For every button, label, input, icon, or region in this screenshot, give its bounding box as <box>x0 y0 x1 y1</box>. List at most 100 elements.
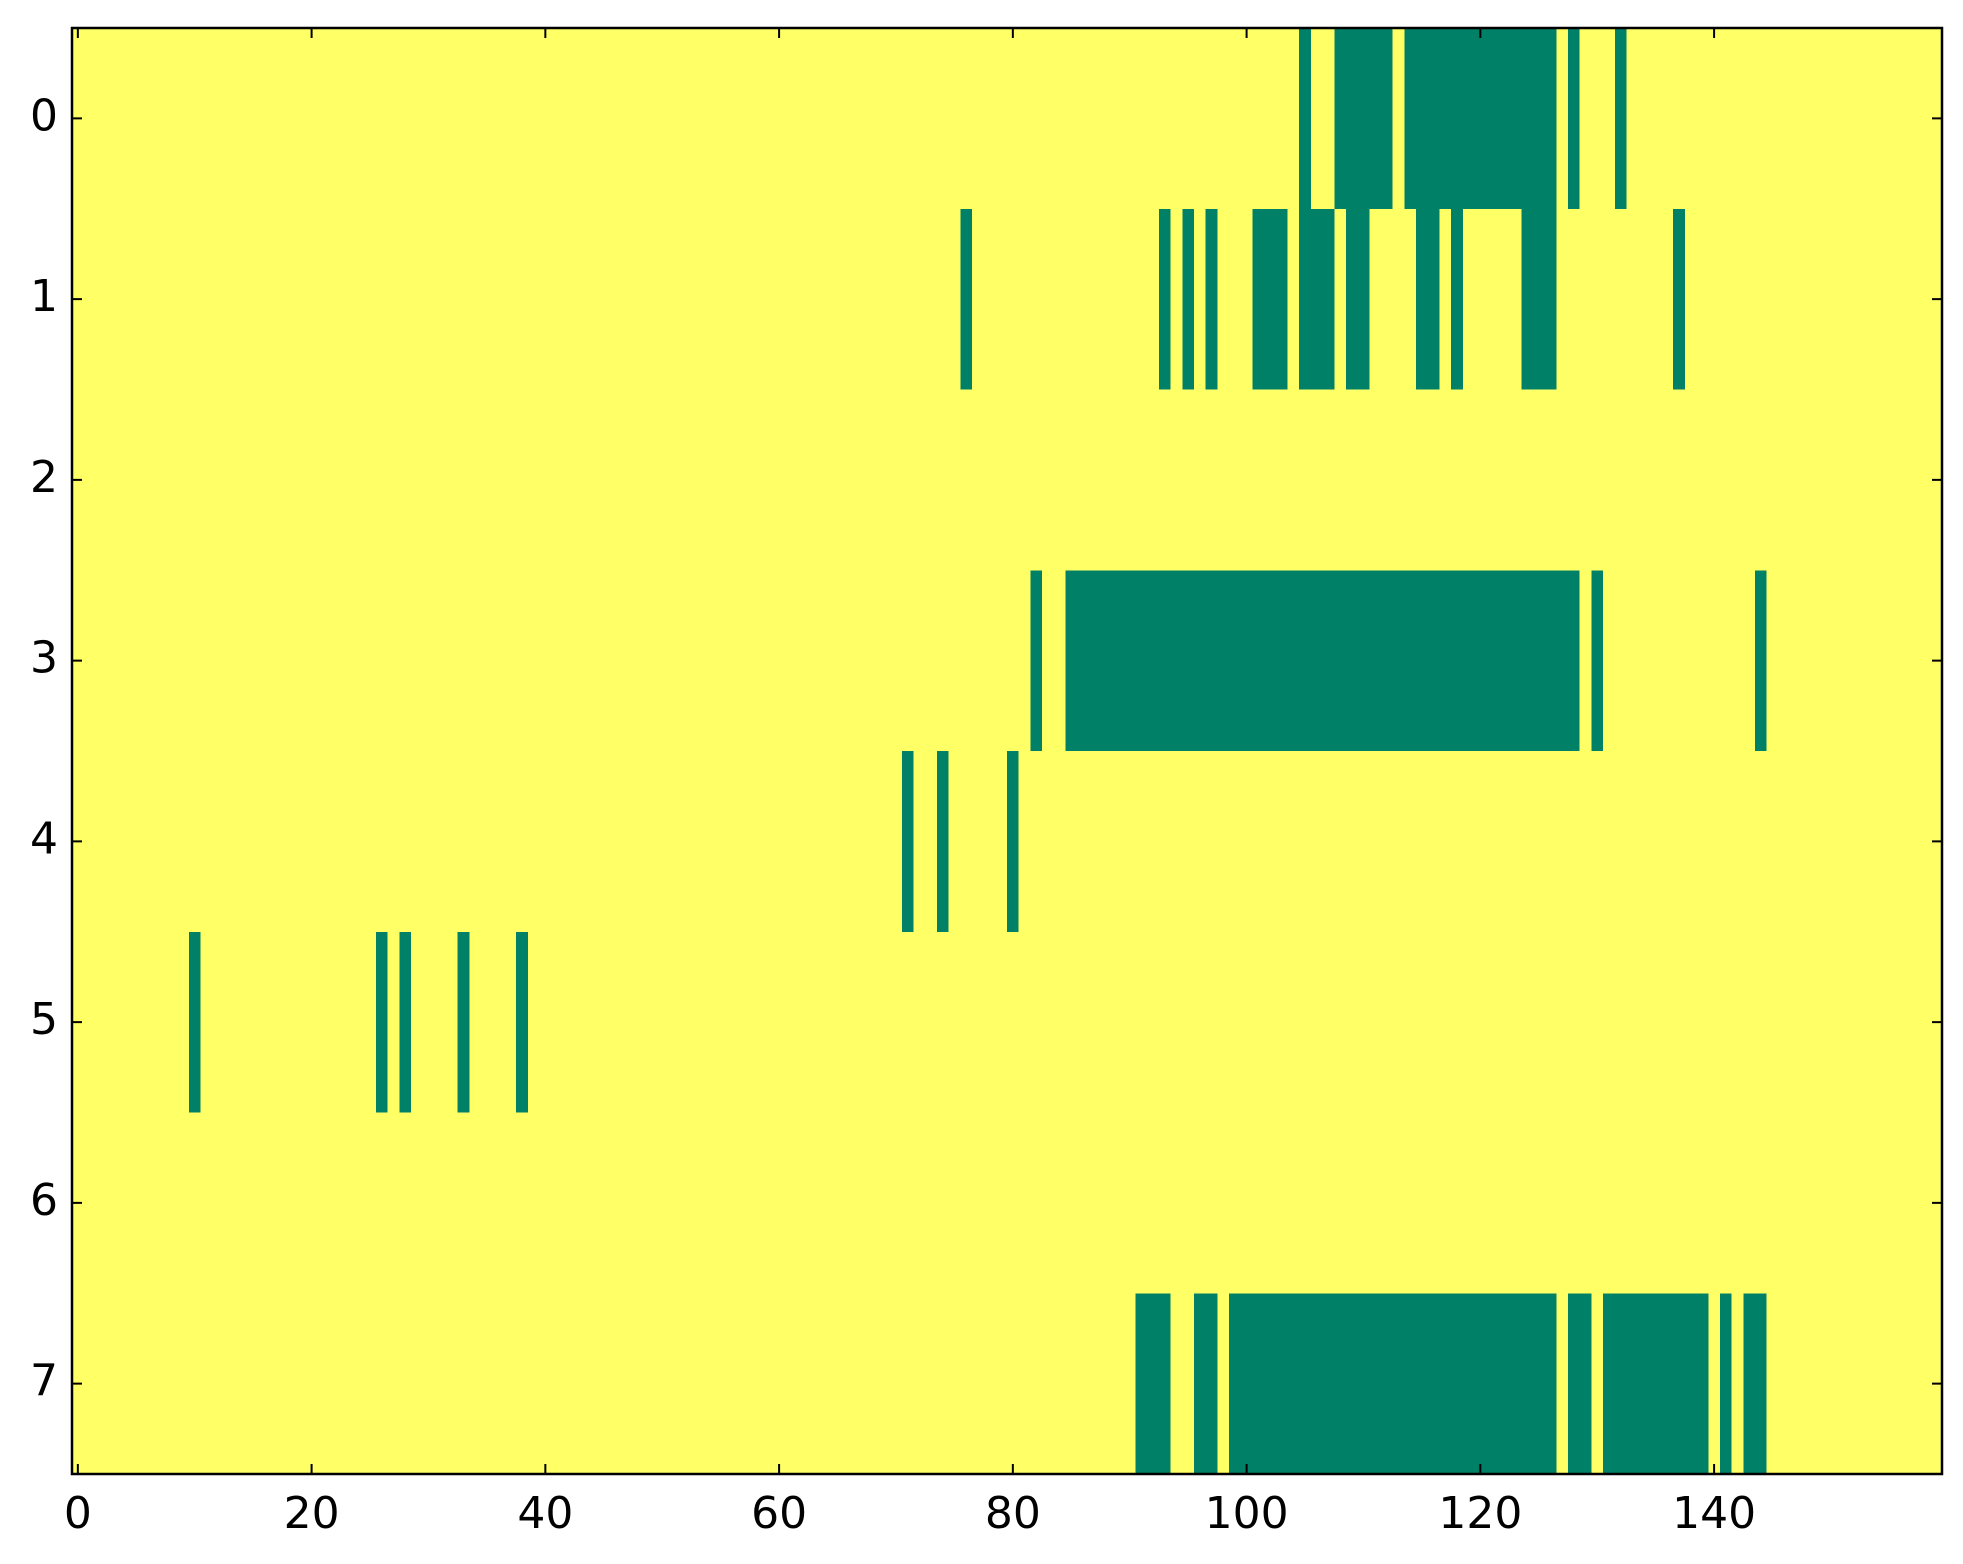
cell <box>1906 931 1920 1114</box>
cell <box>352 28 365 210</box>
cell <box>1603 751 1616 933</box>
cell <box>1065 1112 1078 1294</box>
cell <box>1661 1112 1674 1294</box>
cell <box>1684 570 1698 752</box>
cell <box>1860 208 1873 391</box>
cell <box>1451 1293 1464 1475</box>
cell <box>1334 389 1347 571</box>
cell <box>516 1293 529 1475</box>
cell <box>831 1293 844 1475</box>
cell <box>364 28 377 210</box>
cell <box>1556 389 1569 571</box>
cell <box>1194 570 1207 752</box>
cell <box>843 1293 856 1475</box>
cell <box>504 1293 517 1475</box>
cell <box>983 1293 996 1475</box>
cell <box>1416 570 1429 752</box>
cell <box>1077 208 1090 391</box>
cell <box>1439 931 1452 1114</box>
cell <box>1287 28 1300 210</box>
cell <box>597 208 611 391</box>
cell <box>1836 1293 1850 1475</box>
cell <box>1299 28 1312 210</box>
cell <box>890 1112 903 1294</box>
cell <box>1649 931 1663 1114</box>
cell <box>1123 1112 1137 1294</box>
cell <box>1743 1293 1756 1475</box>
cell <box>1638 28 1651 210</box>
cell <box>1509 570 1522 752</box>
cell <box>1497 389 1511 571</box>
cell <box>609 570 622 752</box>
cell <box>1860 1112 1873 1294</box>
cell <box>679 389 693 571</box>
cell <box>1895 1293 1908 1475</box>
cell <box>1147 208 1160 391</box>
cell <box>1895 389 1908 571</box>
cell <box>1836 389 1850 571</box>
cell <box>1497 931 1511 1114</box>
cell <box>1427 570 1441 752</box>
cell <box>375 208 389 391</box>
cell <box>270 570 283 752</box>
cell <box>130 389 143 571</box>
cell <box>633 28 646 210</box>
cell <box>305 389 319 571</box>
cell <box>1299 389 1312 571</box>
cell <box>527 1112 541 1294</box>
cell <box>1743 931 1756 1114</box>
cell <box>656 1112 669 1294</box>
cell <box>1673 570 1686 752</box>
cell <box>223 751 237 933</box>
cell <box>1147 28 1160 210</box>
cell <box>410 389 424 571</box>
cell <box>621 751 634 933</box>
cell <box>1217 208 1230 391</box>
cell <box>1801 570 1815 752</box>
cell <box>375 1112 389 1294</box>
cell <box>1883 1293 1896 1475</box>
cell <box>516 931 529 1114</box>
cell <box>1170 1293 1183 1475</box>
cell <box>1053 931 1067 1114</box>
cell <box>1369 208 1382 391</box>
cell <box>1030 1293 1043 1475</box>
cell <box>1486 570 1499 752</box>
cell <box>1392 28 1405 210</box>
cell <box>1299 751 1312 933</box>
cell <box>1077 389 1090 571</box>
cell <box>901 1293 915 1475</box>
cell <box>1801 931 1815 1114</box>
cell <box>1065 751 1078 933</box>
cell <box>1416 1293 1429 1475</box>
cell <box>1229 389 1242 571</box>
cell <box>668 389 681 571</box>
cell <box>492 28 506 210</box>
cell <box>1673 931 1686 1114</box>
cell <box>738 1293 751 1475</box>
cell <box>1112 1112 1125 1294</box>
cell <box>1556 751 1569 933</box>
cell <box>609 751 622 933</box>
cell <box>1439 751 1452 933</box>
cell <box>1381 1112 1394 1294</box>
cell <box>282 28 295 210</box>
cell <box>1007 931 1020 1114</box>
cell <box>562 1293 576 1475</box>
cell <box>1871 1293 1885 1475</box>
cell <box>784 751 798 933</box>
cell <box>1042 389 1055 571</box>
cell <box>983 208 996 391</box>
cell <box>913 208 926 391</box>
cell <box>820 389 833 571</box>
cell <box>948 1293 961 1475</box>
cell <box>983 389 996 571</box>
cell <box>1649 751 1663 933</box>
cell <box>1474 208 1487 391</box>
cell <box>95 1293 108 1475</box>
cell <box>1544 28 1557 210</box>
cell <box>1544 570 1557 752</box>
cell <box>1918 1293 1931 1475</box>
cell <box>294 28 307 210</box>
cell <box>1474 1293 1487 1475</box>
